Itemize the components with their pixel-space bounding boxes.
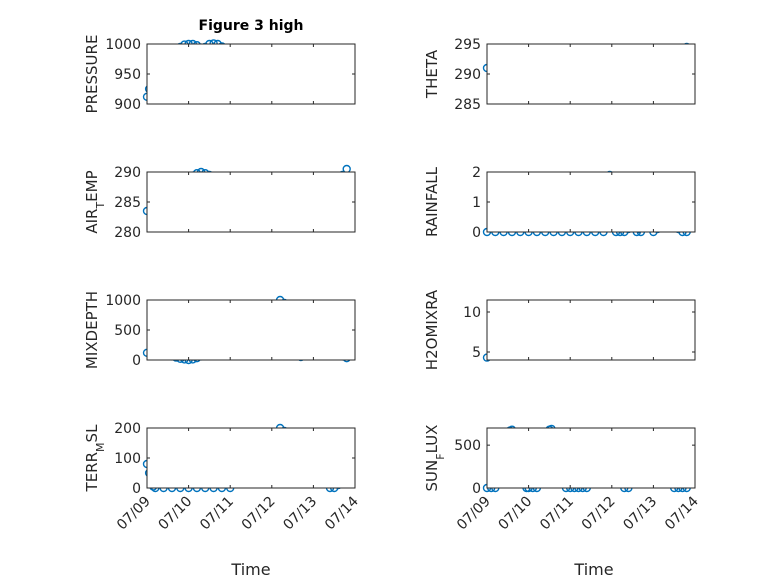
axes-frame (146, 299, 356, 361)
axes-frame (146, 43, 356, 105)
y-axis-label: AIRTEMP (83, 170, 107, 233)
y-tick-label: 10 (463, 305, 481, 321)
y-tick-label: 280 (114, 225, 141, 241)
y-tick-label: 1 (472, 195, 481, 211)
y-tick-label: 290 (114, 165, 141, 181)
y-axis-label: RAINFALL (423, 166, 441, 237)
y-tick-label: 0 (472, 481, 481, 497)
figure-title: Figure 3 high (199, 18, 304, 34)
y-tick-label: 0 (132, 353, 141, 369)
axes-frame (146, 427, 356, 489)
axes-frame (486, 171, 696, 233)
y-tick-label: 5 (472, 345, 481, 361)
y-axis-label: MIXDEPTH (83, 291, 101, 369)
y-tick-label: 1000 (105, 293, 141, 309)
y-tick-label: 950 (114, 67, 141, 83)
y-axis-label: H2OMIXRA (423, 289, 441, 370)
axes-frame (486, 299, 696, 361)
y-tick-label: 285 (114, 195, 141, 211)
x-axis-label-left: Time (230, 560, 270, 579)
y-tick-label: 900 (114, 97, 141, 113)
panel-1: 285 290 295 THETA (423, 37, 696, 113)
panel-5: 5 10 H2OMIXRA (423, 289, 696, 370)
y-axis-label: THETA (423, 49, 441, 99)
axes-frame (486, 427, 696, 489)
y-axis-label: TERRMSL (83, 424, 107, 493)
y-axis-label: SUNFLUX (423, 425, 447, 492)
y-tick-label: 500 (454, 438, 481, 454)
y-tick-label: 290 (454, 67, 481, 83)
y-tick-label: 285 (454, 97, 481, 113)
y-tick-label: 200 (114, 421, 141, 437)
y-tick-label: 0 (472, 225, 481, 241)
y-tick-label: 1000 (105, 37, 141, 53)
y-tick-label: 100 (114, 451, 141, 467)
axes-frame (486, 43, 696, 105)
y-tick-label: 500 (114, 323, 141, 339)
panel-3: 0 1 2 RAINFALL (423, 165, 696, 241)
y-tick-label: 2 (472, 165, 481, 181)
y-tick-label: 295 (454, 37, 481, 53)
y-tick-label: 0 (132, 481, 141, 497)
x-axis-label-right: Time (573, 560, 613, 579)
axes-frame (146, 171, 356, 233)
panel-2: 280 285 290 AIRTEMP (83, 164, 356, 241)
y-axis-label: PRESSURE (83, 35, 101, 114)
